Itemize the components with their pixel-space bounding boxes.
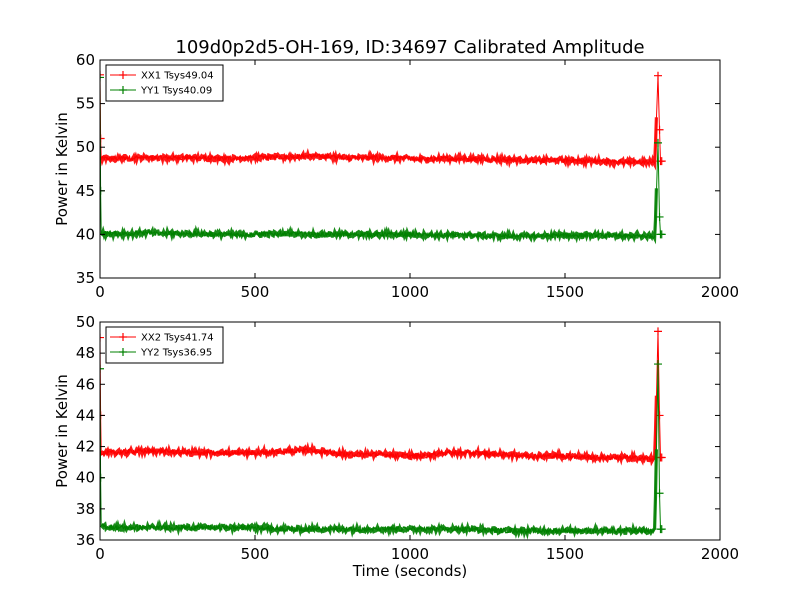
legend: XX1 Tsys49.04 YY1 Tsys40.09 bbox=[105, 64, 224, 102]
series-2 bbox=[100, 360, 666, 540]
legend-label: XX2 Tsys41.74 bbox=[141, 333, 214, 344]
legend-label: YY2 Tsys36.95 bbox=[140, 348, 212, 359]
x-tick-label: 2000 bbox=[701, 283, 739, 301]
series-band bbox=[100, 449, 658, 540]
series-band bbox=[100, 117, 658, 171]
y-tick-label: 48 bbox=[76, 344, 95, 362]
data-point-marker bbox=[655, 489, 664, 498]
y-tick-label: 44 bbox=[76, 406, 95, 424]
x-tick-label: 1000 bbox=[391, 283, 429, 301]
data-point-marker bbox=[100, 333, 104, 342]
legend-marker bbox=[119, 333, 127, 341]
series-2 bbox=[100, 73, 666, 245]
legend-label: XX1 Tsys49.04 bbox=[141, 71, 214, 82]
y-tick-label: 50 bbox=[76, 313, 95, 331]
series-band bbox=[100, 395, 658, 467]
y-tick-label: 40 bbox=[76, 469, 95, 487]
legend: XX2 Tsys41.74 YY2 Tsys36.95 bbox=[105, 326, 224, 364]
y-tick-label: 55 bbox=[76, 95, 95, 113]
y-tick-label: 42 bbox=[76, 438, 95, 456]
data-point-marker bbox=[100, 364, 104, 373]
subplot-2: 0 500 1000 1500 2000 36 38 40 42 44 46 48 50 Power in… bbox=[53, 313, 739, 580]
data-point-marker bbox=[100, 70, 104, 79]
y-tick-label: 40 bbox=[76, 225, 95, 243]
series-1 bbox=[100, 70, 666, 171]
x-axis-label: Time (seconds) bbox=[352, 562, 468, 580]
y-axis-label: Power in Kelvin bbox=[53, 112, 71, 226]
x-tick-label: 500 bbox=[241, 283, 270, 301]
data-point-marker bbox=[100, 73, 104, 82]
data-point-marker bbox=[654, 138, 662, 147]
plot-area bbox=[100, 327, 666, 540]
x-tick-label: 1000 bbox=[391, 545, 429, 563]
x-tick-label: 500 bbox=[241, 545, 270, 563]
y-axis-label: Power in Kelvin bbox=[53, 374, 71, 488]
y-tick-label: 60 bbox=[76, 51, 95, 69]
data-point-marker bbox=[657, 230, 666, 239]
y-tick-label: 46 bbox=[76, 375, 95, 393]
data-point-marker bbox=[655, 212, 664, 221]
chart-title: 109d0p2d5-OH-169, ID:34697 Calibrated Am… bbox=[175, 37, 644, 58]
x-tick-label: 1500 bbox=[546, 545, 584, 563]
x-tick-label: 0 bbox=[95, 283, 105, 301]
plot-area bbox=[100, 70, 666, 245]
x-tick-label: 1500 bbox=[546, 283, 584, 301]
x-tick-label: 0 bbox=[95, 545, 105, 563]
y-tick-label: 36 bbox=[76, 531, 95, 549]
y-tick-label: 45 bbox=[76, 182, 95, 200]
legend-box bbox=[105, 64, 224, 102]
data-point-marker bbox=[654, 360, 662, 369]
x-tick-label: 2000 bbox=[701, 545, 739, 563]
data-point-marker bbox=[654, 327, 662, 336]
legend-marker bbox=[119, 71, 127, 79]
y-tick-label: 50 bbox=[76, 138, 95, 156]
legend-box bbox=[105, 326, 224, 364]
subplot-1: 0 500 1000 1500 2000 35 40 45 50 55 60 Power in Kel… bbox=[53, 51, 739, 301]
legend-marker bbox=[119, 348, 127, 356]
data-point-marker bbox=[657, 525, 666, 534]
data-point-marker bbox=[657, 157, 666, 166]
data-point-marker bbox=[655, 125, 664, 134]
series-band bbox=[100, 188, 658, 245]
y-tick-label: 38 bbox=[76, 500, 95, 518]
y-tick-label: 35 bbox=[76, 269, 95, 287]
data-point-marker bbox=[654, 71, 662, 80]
legend-marker bbox=[119, 86, 127, 94]
legend-label: YY1 Tsys40.09 bbox=[140, 86, 212, 97]
